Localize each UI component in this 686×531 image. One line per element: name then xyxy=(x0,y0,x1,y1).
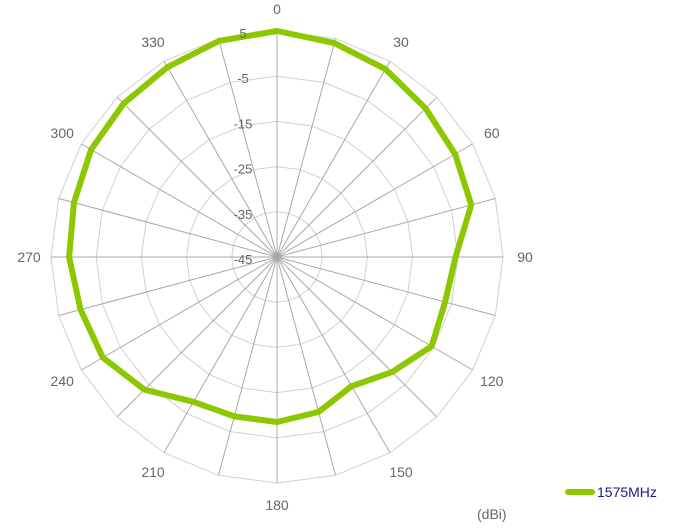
legend-swatch xyxy=(565,489,595,495)
grid-spoke xyxy=(276,256,438,418)
angle-tick-label: 0 xyxy=(273,1,281,17)
grid-spoke xyxy=(81,143,278,258)
radial-tick-label: -25 xyxy=(234,162,253,177)
data-point xyxy=(67,255,71,259)
data-point xyxy=(142,388,146,392)
series-line-0 xyxy=(66,28,475,425)
series-layer xyxy=(66,28,475,425)
data-point xyxy=(89,148,93,152)
data-point xyxy=(383,67,387,71)
grid-spoke xyxy=(81,256,278,371)
grid-spoke xyxy=(276,198,496,258)
data-point xyxy=(217,39,221,43)
data-point xyxy=(430,344,434,348)
angle-tick-label: 240 xyxy=(51,373,75,389)
data-point xyxy=(424,106,428,110)
data-point xyxy=(191,400,195,404)
radial-tick-label: 5 xyxy=(239,26,246,41)
angle-tick-label: 150 xyxy=(389,464,413,480)
data-point xyxy=(232,414,236,418)
grid-spoke xyxy=(276,256,391,453)
data-point xyxy=(101,356,105,360)
grid-spoke xyxy=(58,198,278,258)
grid-spoke xyxy=(163,256,278,453)
data-point xyxy=(275,29,279,33)
grid-spoke xyxy=(218,38,278,258)
radial-tick-label: -15 xyxy=(234,116,253,131)
labels-layer: 0 30 60 90 120 150 180 210 240 270 300 330 5 -5 -15 -25… xyxy=(17,1,533,513)
radial-tick-label: -35 xyxy=(234,207,253,222)
data-point xyxy=(317,410,321,414)
angle-tick-label: 210 xyxy=(141,464,165,480)
angle-tick-label: 330 xyxy=(141,34,165,50)
data-point xyxy=(443,300,447,304)
angle-tick-label: 90 xyxy=(517,249,533,265)
grid-spoke xyxy=(276,96,438,258)
grid-spoke xyxy=(116,256,278,418)
radial-tick-label: -5 xyxy=(237,71,249,86)
legend[interactable]: 1575MHz xyxy=(565,484,657,500)
data-point xyxy=(469,203,473,207)
angle-tick-label: 180 xyxy=(265,497,289,513)
legend-label: 1575MHz xyxy=(597,484,657,500)
grid-spoke xyxy=(276,256,496,316)
polar-grid xyxy=(50,30,504,484)
angle-tick-label: 60 xyxy=(484,125,500,141)
grid-spoke xyxy=(276,143,473,258)
angle-tick-label: 270 xyxy=(17,249,41,265)
data-point xyxy=(122,102,126,106)
data-point xyxy=(275,420,279,424)
grid-spoke xyxy=(276,38,336,258)
grid-spoke xyxy=(276,256,336,476)
data-point xyxy=(454,255,458,259)
grid-spoke xyxy=(218,256,278,476)
data-point xyxy=(453,152,457,156)
angle-tick-label: 300 xyxy=(51,125,75,141)
grid-spoke xyxy=(163,61,278,258)
data-point xyxy=(350,384,354,388)
data-point xyxy=(332,41,336,45)
grid-spoke xyxy=(58,256,278,316)
data-point xyxy=(390,370,394,374)
grid-spoke xyxy=(276,61,391,258)
radial-tick-label: -45 xyxy=(234,252,253,267)
data-point xyxy=(165,65,169,69)
data-point xyxy=(72,201,76,205)
grid-spoke xyxy=(276,256,473,371)
unit-label: (dBi) xyxy=(477,506,507,522)
angle-tick-label: 30 xyxy=(393,34,409,50)
grid-spoke xyxy=(116,96,278,258)
data-point xyxy=(79,308,83,312)
angle-tick-label: 120 xyxy=(480,373,504,389)
